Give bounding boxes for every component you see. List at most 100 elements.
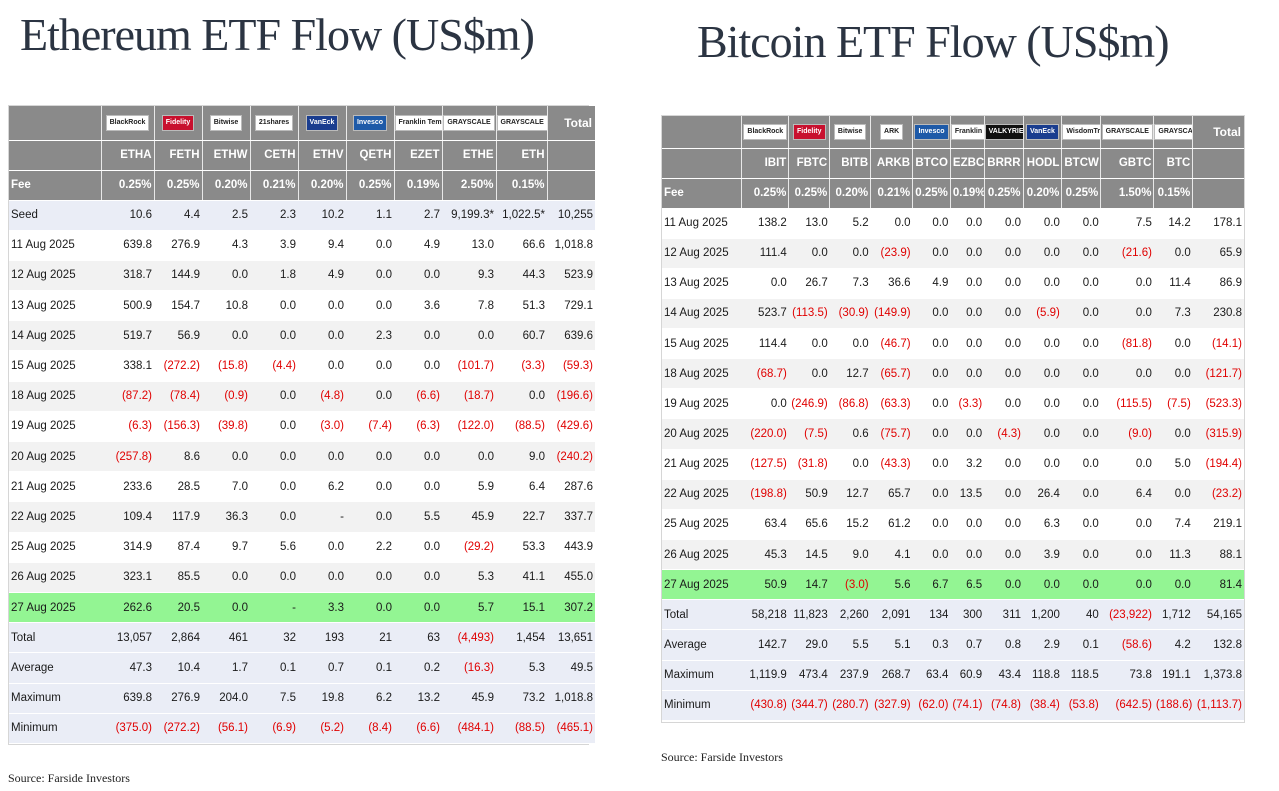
flow-cell: 461 <box>202 622 250 654</box>
flow-cell: (6.6) <box>394 381 442 412</box>
flow-cell: 0.0 <box>346 290 394 322</box>
flow-cell: 0.0 <box>394 471 442 503</box>
flow-cell: 0.0 <box>1061 268 1101 299</box>
flow-cell: 1,712 <box>1153 599 1193 631</box>
flow-cell: (56.1) <box>202 713 250 744</box>
flow-cell: 8.6 <box>154 441 202 473</box>
flow-cell: (6.6) <box>394 713 442 744</box>
flow-cell: 0.0 <box>950 328 985 360</box>
flow-cell: (101.7) <box>442 350 496 382</box>
flow-cell: 0.0 <box>788 238 830 269</box>
flow-cell: 0.0 <box>394 441 442 473</box>
flow-cell: 5.5 <box>829 629 871 661</box>
fee-cell: 0.19% <box>393 170 442 201</box>
flow-cell: 0.0 <box>250 501 298 533</box>
summary-row: Average 47.3 10.4 1.7 0.1 0.7 0.1 0.2 (16.3) 5.3 4… <box>9 652 595 684</box>
flow-cell: 0.0 <box>950 539 985 571</box>
flow-cell: (3.0) <box>829 569 871 601</box>
flow-cell: 43.4 <box>984 660 1024 691</box>
row-total-cell: 639.6 <box>547 320 595 352</box>
flow-cell: 0.0 <box>1061 358 1101 390</box>
flow-cell: 73.2 <box>496 683 547 714</box>
flow-cell: (18.7) <box>442 381 496 412</box>
total-column-header: Total <box>546 106 595 141</box>
row-date: 11 Aug 2025 <box>9 230 101 261</box>
flow-cell: 134 <box>912 599 951 631</box>
issuer-logo-cell: 21shares <box>249 106 298 141</box>
flow-cell: 0.0 <box>912 449 951 480</box>
flow-cell: 0.0 <box>442 320 496 352</box>
row-total-cell: 65.9 <box>1192 238 1244 269</box>
issuer-logo-cell: VALKYRIE <box>983 116 1024 149</box>
table-row: 27 Aug 2025 262.6 20.5 0.0-3.3 0.0 0.0 5.7 15.1… <box>9 592 595 624</box>
flow-cell: 13.0 <box>442 230 496 261</box>
flow-cell: 0.0 <box>298 350 346 382</box>
flow-cell: (484.1) <box>442 713 496 744</box>
flow-cell: 0.0 <box>1061 569 1101 601</box>
flow-cell: 5.3 <box>496 652 547 684</box>
row-total-cell: (429.6) <box>547 411 595 443</box>
ticker-total-cell <box>1192 148 1244 179</box>
flow-cell: 0.0 <box>394 592 442 624</box>
flow-cell: 28.5 <box>154 471 202 503</box>
flow-cell: (375.0) <box>101 713 154 744</box>
flow-cell: 0.0 <box>1023 328 1062 360</box>
table-row: 11 Aug 2025 639.8 276.9 4.3 3.9 9.4 0.0 4.9 13.0… <box>9 230 595 261</box>
flow-cell: 0.0 <box>984 569 1024 601</box>
flow-cell: 118.8 <box>1023 660 1062 691</box>
flow-cell: 0.0 <box>250 562 298 593</box>
flow-cell: 639.8 <box>101 230 154 261</box>
flow-cell: 26.4 <box>1023 479 1062 510</box>
flow-cell: (246.9) <box>788 388 830 420</box>
flow-cell: 6.5 <box>950 569 985 601</box>
flow-cell: 40 <box>1061 599 1101 631</box>
flow-cell: 318.7 <box>101 260 154 292</box>
flow-cell: (87.2) <box>101 381 154 412</box>
flow-cell: 0.0 <box>394 350 442 382</box>
flow-cell: 0.0 <box>346 230 394 261</box>
row-total-cell: 81.4 <box>1192 569 1244 601</box>
flow-cell: 4.9 <box>298 260 346 292</box>
fee-label: Fee <box>9 170 101 201</box>
flow-cell: 56.9 <box>154 320 202 352</box>
flow-cell: 22.7 <box>496 501 547 533</box>
bitcoin-source-note: Source: Farside Investors <box>661 750 783 764</box>
table-row: 22 Aug 2025 109.4 117.9 36.3 0.0-0.0 5.5 45.9 2… <box>9 501 595 533</box>
flow-cell: 63 <box>394 622 442 654</box>
flow-cell: 0.0 <box>1153 569 1193 601</box>
row-date: 21 Aug 2025 <box>9 471 101 503</box>
issuer-logo-cell: ARK <box>870 116 913 149</box>
ticker-cell: EZBC <box>949 148 985 179</box>
flow-cell: 4.9 <box>912 268 951 299</box>
flow-cell: 10.2 <box>298 200 346 231</box>
ticker-cell: BITB <box>829 148 871 179</box>
flow-cell: 0.0 <box>984 358 1024 390</box>
flow-cell: 9.0 <box>496 441 547 473</box>
row-total-cell: (1,113.7) <box>1192 690 1244 721</box>
flow-cell: (53.8) <box>1061 690 1101 721</box>
row-total-cell: 178.1 <box>1192 208 1244 239</box>
flow-cell: 0.0 <box>298 441 346 473</box>
ticker-cell: IBIT <box>741 148 789 179</box>
flow-cell: 323.1 <box>101 562 154 593</box>
flow-cell: 500.9 <box>101 290 154 322</box>
row-date: 26 Aug 2025 <box>9 562 101 593</box>
flow-cell: 0.0 <box>950 268 985 299</box>
flow-cell: 0.0 <box>1023 208 1062 239</box>
fee-cell: 0.21% <box>870 178 913 209</box>
flow-cell: 1.7 <box>202 652 250 684</box>
flow-cell: 0.0 <box>298 290 346 322</box>
flow-cell: (39.8) <box>202 411 250 443</box>
flow-cell: 0.0 <box>1023 358 1062 390</box>
table-row: 26 Aug 2025 323.1 85.5 0.0 0.0 0.0 0.0 0.0 5.3 41… <box>9 562 595 593</box>
flow-cell: 2,260 <box>829 599 871 631</box>
table-row: 13 Aug 2025 0.0 26.7 7.3 36.6 4.9 0.0 0.0 0.0 0.0… <box>662 268 1244 299</box>
flow-cell: (74.1) <box>950 690 985 721</box>
fee-cell: 0.21% <box>249 170 298 201</box>
row-date: 22 Aug 2025 <box>9 501 101 533</box>
flow-cell: 191.1 <box>1153 660 1193 691</box>
flow-cell: 193 <box>298 622 346 654</box>
flow-cell: 276.9 <box>154 683 202 714</box>
flow-cell: 1,119.9 <box>741 660 789 691</box>
flow-cell: 63.4 <box>912 660 951 691</box>
